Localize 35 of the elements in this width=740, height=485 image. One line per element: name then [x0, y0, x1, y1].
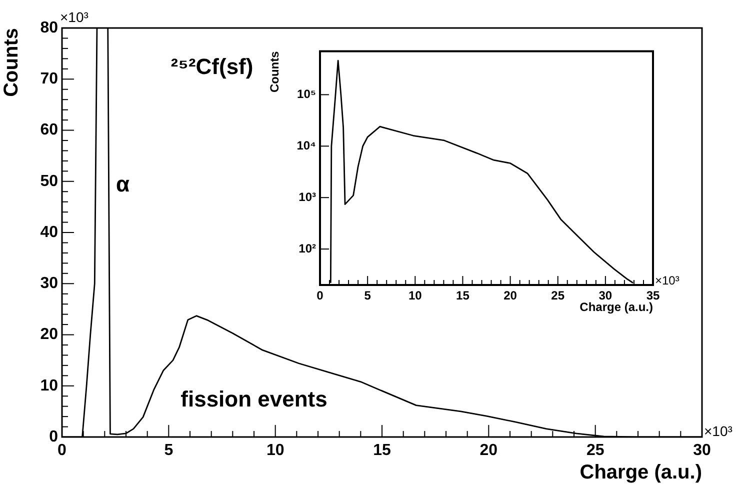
- y-tick-label: 10²: [298, 241, 316, 256]
- text: ×10³: [60, 8, 89, 25]
- y-tick-label: 70: [40, 70, 58, 88]
- y-axis-title: Counts: [0, 28, 23, 97]
- x-tick-label: 20: [504, 288, 518, 303]
- x-tick-label: 15: [456, 288, 470, 303]
- x-axis-title: Charge (a.u.): [580, 462, 702, 484]
- x-tick-label: 20: [480, 442, 498, 460]
- y-tick-label: 10: [40, 377, 58, 394]
- y-tick-label: 0: [49, 428, 58, 446]
- text: ²⁵²Cf(sf): [170, 54, 254, 80]
- x-axis-title: Charge (a.u.): [580, 300, 653, 314]
- x-tick-label: 30: [693, 442, 711, 460]
- x-tick-label: 25: [551, 288, 565, 303]
- y-tick-label: 60: [40, 122, 58, 139]
- x-tick-label: 5: [164, 442, 174, 460]
- x-tick-label: 35: [646, 288, 660, 303]
- text: ×10³: [704, 422, 733, 439]
- y-tick-label: 50: [40, 172, 58, 190]
- y-tick-label: 80: [40, 19, 58, 36]
- y-axis-title: Counts: [268, 50, 282, 93]
- annotation: fission events: [180, 386, 328, 412]
- x-tick-label: 25: [586, 442, 604, 460]
- y-tick-label: 40: [40, 224, 58, 241]
- y-tick-label: 10⁵: [297, 86, 316, 101]
- x-tick-label: 5: [364, 288, 372, 303]
- annotation: ×10³: [655, 273, 680, 288]
- x-tick-label: 15: [373, 442, 391, 460]
- x-tick-label: 10: [266, 442, 284, 460]
- x-tick-label: 10: [408, 288, 422, 303]
- annotation: α: [116, 172, 130, 197]
- y-tick-label: 20: [40, 326, 58, 344]
- x-tick-label: 30: [598, 288, 612, 303]
- y-tick-label: 10⁴: [296, 138, 316, 152]
- y-tick-label: 10³: [298, 190, 316, 204]
